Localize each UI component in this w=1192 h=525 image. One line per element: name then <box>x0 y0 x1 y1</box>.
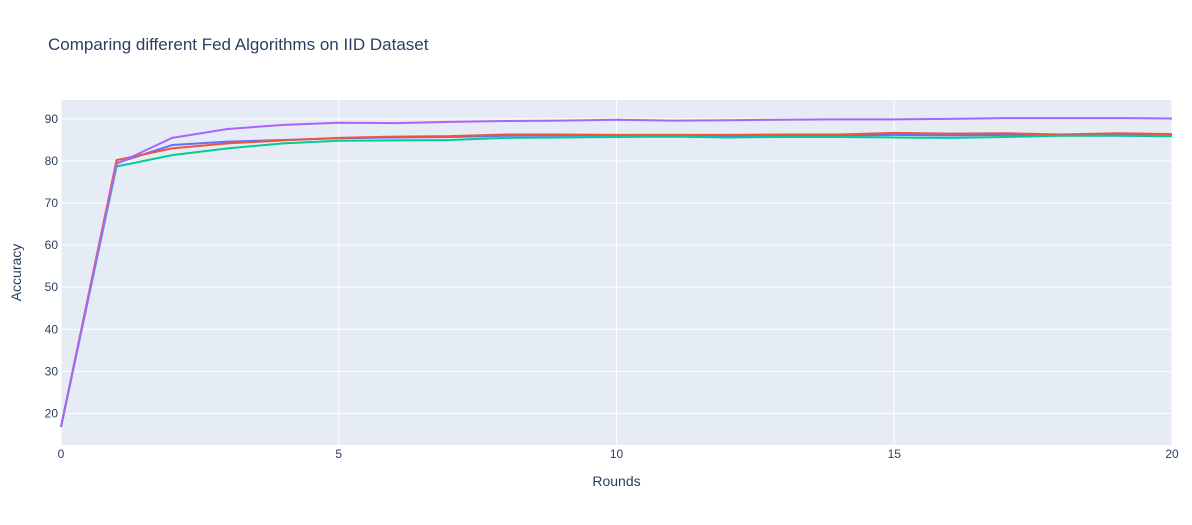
y-tick-label: 70 <box>45 196 59 210</box>
series-line-4 <box>60 117 1173 428</box>
x-tick-label: 0 <box>58 447 65 461</box>
chart-title: Comparing different Fed Algorithms on II… <box>48 35 429 54</box>
y-tick-label: 60 <box>45 238 59 252</box>
y-tick-label: 20 <box>45 406 59 420</box>
x-tick-label: 20 <box>1165 447 1179 461</box>
series-line-3 <box>60 134 1173 428</box>
y-axis-ticks: 20 30 40 50 60 70 80 90 <box>45 112 59 421</box>
y-tick-label: 90 <box>45 112 59 126</box>
x-tick-label: 15 <box>888 447 902 461</box>
y-tick-label: 30 <box>45 364 59 378</box>
grid <box>60 100 1173 445</box>
series-lines <box>60 117 1173 428</box>
y-tick-label: 80 <box>45 154 59 168</box>
x-tick-label: 10 <box>610 447 624 461</box>
x-tick-label: 5 <box>335 447 342 461</box>
x-axis-ticks: 0 5 10 15 20 <box>58 447 1179 461</box>
y-tick-label: 50 <box>45 280 59 294</box>
series-line-2 <box>60 131 1173 428</box>
y-axis-title: Accuracy <box>8 244 24 302</box>
x-axis-title: Rounds <box>592 473 640 489</box>
y-tick-label: 40 <box>45 322 59 336</box>
